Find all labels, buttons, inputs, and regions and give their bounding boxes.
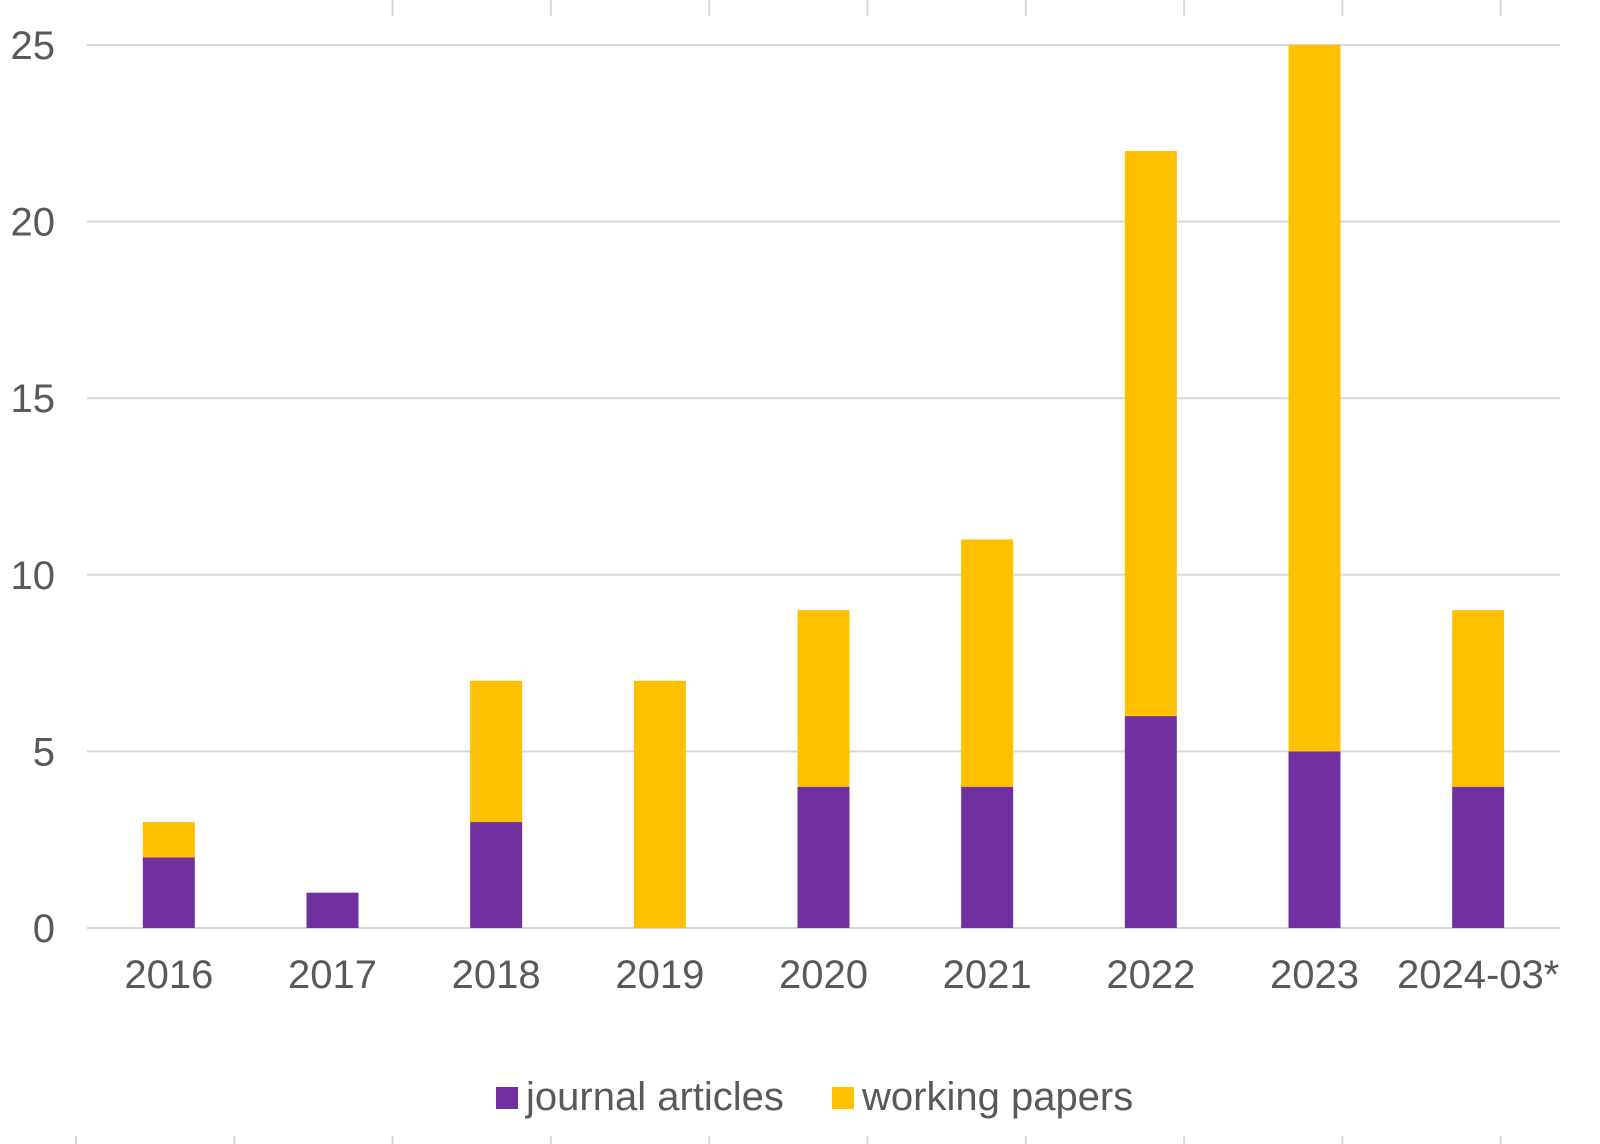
- y-tick-label: 0: [33, 907, 55, 951]
- bar-segment-working-papers-2020: [797, 610, 850, 787]
- x-tick-label: 2020: [779, 953, 868, 997]
- bar-segment-working-papers-2016: [142, 822, 195, 858]
- bar-segment-journal-articles-2020: [797, 786, 850, 928]
- bar-segment-journal-articles-2017: [306, 892, 359, 928]
- legend-label: working papers: [861, 1075, 1133, 1119]
- x-tick-label: 2023: [1270, 953, 1359, 997]
- x-axis-tick-labels: 2016 2017 2018 2019 2020 2021 2022 2023 2024-03*: [124, 953, 1559, 997]
- bar-segment-working-papers-2021: [961, 539, 1014, 787]
- bar-segment-journal-articles-2023: [1288, 751, 1341, 928]
- bar-segment-journal-articles-2016: [142, 857, 195, 928]
- bar-segment-working-papers-2024-03*: [1452, 610, 1505, 787]
- legend-swatch: [496, 1087, 518, 1109]
- y-axis-tick-labels: 0 5 10 15 20 25: [11, 24, 56, 951]
- bottom-border-ticks: [75, 1136, 1502, 1144]
- top-border-ticks: [391, 0, 1502, 16]
- bar-segment-journal-articles-2021: [961, 786, 1014, 928]
- legend: journal articles working papers: [496, 1075, 1133, 1119]
- y-tick-label: 15: [11, 377, 56, 421]
- y-tick-label: 10: [11, 554, 56, 598]
- legend-swatch: [832, 1087, 854, 1109]
- bar-segment-working-papers-2022: [1124, 150, 1177, 717]
- bar-segment-journal-articles-2018: [470, 822, 523, 928]
- x-tick-label: 2018: [452, 953, 541, 997]
- x-tick-label: 2022: [1106, 953, 1195, 997]
- x-tick-label: 2019: [615, 953, 704, 997]
- y-tick-label: 20: [11, 201, 56, 245]
- x-tick-label: 2016: [124, 953, 213, 997]
- y-tick-label: 5: [33, 730, 55, 774]
- bar-segment-working-papers-2019: [633, 680, 686, 928]
- bars: [142, 45, 1505, 928]
- bar-segment-working-papers-2023: [1288, 45, 1341, 752]
- bar-segment-working-papers-2018: [470, 680, 523, 823]
- bar-segment-journal-articles-2024-03*: [1452, 786, 1505, 928]
- bar-segment-journal-articles-2022: [1124, 716, 1177, 928]
- x-tick-label: 2017: [288, 953, 377, 997]
- x-tick-label: 2021: [943, 953, 1032, 997]
- legend-label: journal articles: [525, 1075, 784, 1119]
- x-tick-label: 2024-03*: [1397, 953, 1559, 997]
- y-tick-label: 25: [11, 24, 56, 68]
